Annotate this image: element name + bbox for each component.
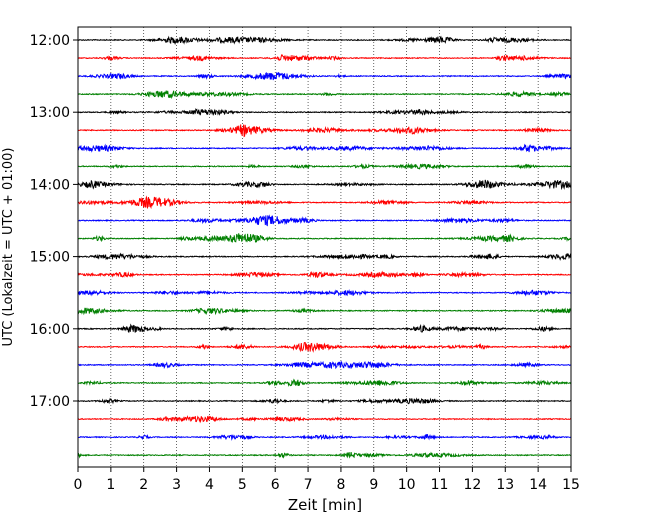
- x-tick-label-9: 9: [369, 477, 378, 493]
- x-tick-label-5: 5: [238, 477, 247, 493]
- trace-row-3: [77, 89, 572, 100]
- y-tick-label-14:00: 14:00: [30, 177, 70, 193]
- trace-row-9: [77, 195, 572, 210]
- trace-row-16: [77, 323, 572, 334]
- x-tick-label-4: 4: [205, 477, 214, 493]
- trace-row-12: [77, 252, 572, 261]
- x-tick-label-11: 11: [431, 477, 449, 493]
- x-tick-label-12: 12: [463, 477, 481, 493]
- x-tick-label-8: 8: [336, 477, 345, 493]
- trace-row-15: [77, 307, 572, 316]
- y-axis-ticks: 12:00 13:00 14:00 15:00 16:00 17:00: [30, 33, 78, 410]
- trace-row-21: [77, 415, 572, 424]
- x-tick-label-10: 10: [398, 477, 416, 493]
- grid-lines: [110, 27, 539, 467]
- trace-row-2: [77, 71, 572, 81]
- trace-row-4: [77, 107, 572, 117]
- trace-row-5: [77, 124, 572, 138]
- x-tick-label-15: 15: [562, 477, 580, 493]
- x-axis-ticks: 0 1 2 3 4 5 6 7 8 9 10 11 12 13 14 15: [74, 467, 580, 493]
- x-tick-label-14: 14: [529, 477, 547, 493]
- x-tick-label-2: 2: [139, 477, 148, 493]
- y-axis-label: UTC (Lokalzeit = UTC + 01:00): [1, 148, 16, 347]
- trace-row-7: [77, 162, 572, 170]
- x-tick-label-0: 0: [74, 477, 83, 493]
- trace-row-20: [77, 397, 572, 405]
- trace-row-14: [77, 289, 572, 297]
- x-tick-label-1: 1: [106, 477, 115, 493]
- trace-row-10: [77, 214, 571, 227]
- y-tick-label-12:00: 12:00: [30, 33, 70, 49]
- x-tick-label-13: 13: [496, 477, 514, 493]
- trace-row-0: [77, 35, 572, 46]
- y-tick-label-16:00: 16:00: [30, 322, 70, 338]
- x-tick-label-7: 7: [304, 477, 313, 493]
- y-tick-label-15:00: 15:00: [30, 250, 70, 266]
- plot-frame: [77, 26, 572, 468]
- trace-row-11: [77, 233, 572, 243]
- trace-row-13: [77, 270, 572, 279]
- trace-row-1: [77, 54, 572, 62]
- trace-row-17: [77, 342, 572, 353]
- trace-row-18: [77, 360, 572, 370]
- x-tick-label-3: 3: [172, 477, 181, 493]
- x-axis-label: Zeit [min]: [288, 496, 362, 514]
- trace-row-8: [77, 179, 572, 191]
- y-tick-label-13:00: 13:00: [30, 105, 70, 121]
- x-tick-label-6: 6: [271, 477, 280, 493]
- seismic-traces: [77, 35, 572, 459]
- trace-row-19: [77, 378, 572, 388]
- trace-row-23: [77, 451, 572, 459]
- trace-row-6: [77, 143, 572, 153]
- y-tick-label-17:00: 17:00: [30, 394, 70, 410]
- trace-row-22: [77, 433, 572, 441]
